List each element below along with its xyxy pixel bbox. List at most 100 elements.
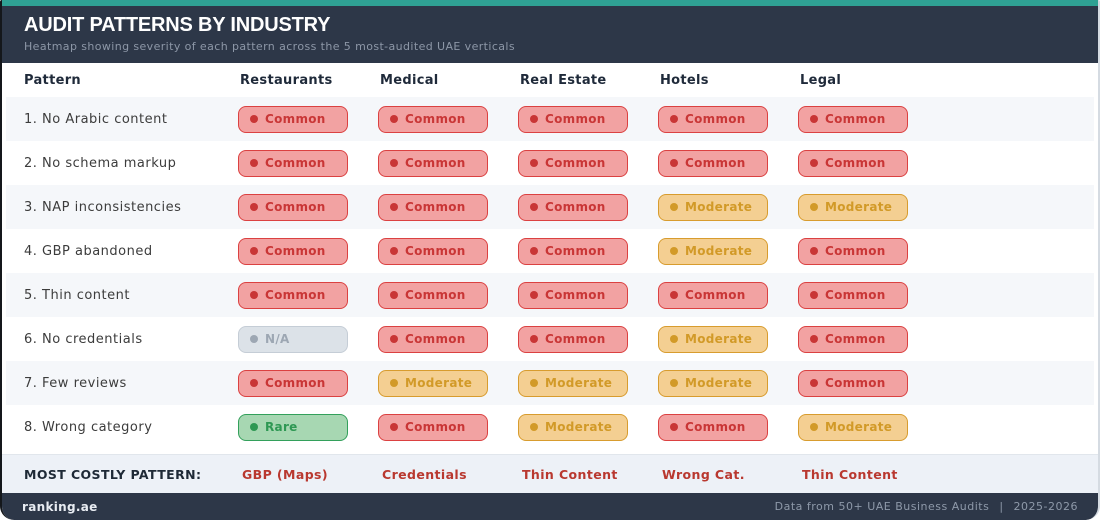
- severity-cell: Common: [518, 325, 658, 353]
- severity-cell: Common: [518, 149, 658, 177]
- column-header-medical: Medical: [380, 72, 439, 88]
- severity-badge: Common: [238, 105, 348, 133]
- severity-cell: Common: [378, 105, 518, 133]
- severity-badge: Moderate: [798, 193, 908, 221]
- severity-cell: Common: [238, 149, 378, 177]
- severity-label: Common: [545, 200, 606, 214]
- severity-dot-icon: [810, 159, 818, 167]
- severity-badge: Moderate: [658, 369, 768, 397]
- severity-dot-icon: [810, 115, 818, 123]
- severity-label: Common: [685, 288, 746, 302]
- severity-badge: Common: [518, 281, 628, 309]
- severity-cell: Common: [238, 193, 378, 221]
- severity-dot-icon: [670, 335, 678, 343]
- severity-cell: Common: [378, 413, 518, 441]
- severity-dot-icon: [390, 335, 398, 343]
- brand-label: ranking.ae: [22, 499, 98, 514]
- severity-cell: Common: [518, 193, 658, 221]
- severity-badge: Common: [518, 193, 628, 221]
- severity-cell: Common: [658, 105, 798, 133]
- severity-label: Moderate: [825, 200, 893, 214]
- severity-label: Common: [825, 244, 886, 258]
- severity-cell: Common: [238, 105, 378, 133]
- severity-dot-icon: [390, 423, 398, 431]
- severity-cell: Common: [238, 237, 378, 265]
- severity-cell: Common: [378, 281, 518, 309]
- severity-cell: Common: [798, 105, 938, 133]
- pattern-label: 5. Thin content: [24, 287, 130, 303]
- severity-badge: Common: [798, 281, 908, 309]
- header: AUDIT PATTERNS BY INDUSTRY Heatmap showi…: [2, 6, 1098, 63]
- severity-label: Moderate: [545, 376, 613, 390]
- pattern-label: 7. Few reviews: [24, 375, 127, 391]
- column-header-legal: Legal: [800, 72, 842, 88]
- severity-dot-icon: [810, 291, 818, 299]
- severity-cell: Moderate: [658, 369, 798, 397]
- table-row: 2. No schema markup Common Common Common…: [6, 141, 1094, 185]
- severity-label: Common: [825, 156, 886, 170]
- severity-dot-icon: [810, 423, 818, 431]
- severity-badge: Common: [378, 105, 488, 133]
- severity-badge: Common: [238, 237, 348, 265]
- severity-label: Moderate: [685, 244, 753, 258]
- severity-badge: Common: [238, 369, 348, 397]
- severity-label: Common: [265, 288, 326, 302]
- column-header-row: Pattern Restaurants Medical Real Estate …: [6, 63, 1094, 97]
- severity-badge: Common: [658, 105, 768, 133]
- severity-label: Common: [685, 156, 746, 170]
- severity-cell: Moderate: [658, 325, 798, 353]
- severity-badge: Common: [798, 325, 908, 353]
- severity-label: Moderate: [825, 420, 893, 434]
- severity-badge: Common: [518, 149, 628, 177]
- pattern-label: 1. No Arabic content: [24, 111, 168, 127]
- most-costly-real-estate: Thin Content: [522, 466, 618, 482]
- severity-cell: Common: [798, 369, 938, 397]
- severity-cell: N/A: [238, 325, 378, 353]
- most-costly-hotels: Wrong Cat.: [662, 466, 745, 482]
- severity-badge: Moderate: [798, 413, 908, 441]
- pattern-label: 6. No credentials: [24, 331, 143, 347]
- severity-dot-icon: [390, 379, 398, 387]
- severity-label: Common: [825, 376, 886, 390]
- severity-dot-icon: [530, 203, 538, 211]
- severity-label: Common: [545, 156, 606, 170]
- severity-cell: Common: [378, 149, 518, 177]
- severity-label: Moderate: [685, 200, 753, 214]
- severity-cell: Common: [798, 281, 938, 309]
- severity-label: Common: [405, 200, 466, 214]
- severity-dot-icon: [250, 379, 258, 387]
- severity-badge: Common: [378, 281, 488, 309]
- severity-label: Moderate: [685, 332, 753, 346]
- severity-dot-icon: [390, 115, 398, 123]
- severity-dot-icon: [670, 379, 678, 387]
- severity-dot-icon: [810, 203, 818, 211]
- severity-label: Moderate: [685, 376, 753, 390]
- severity-label: Common: [545, 332, 606, 346]
- severity-dot-icon: [250, 247, 258, 255]
- severity-dot-icon: [390, 203, 398, 211]
- severity-badge: Common: [518, 237, 628, 265]
- pattern-label: 4. GBP abandoned: [24, 243, 153, 259]
- column-header-restaurants: Restaurants: [240, 72, 333, 88]
- heatmap-body: 1. No Arabic content Common Common Commo…: [2, 97, 1098, 449]
- severity-label: N/A: [265, 332, 290, 346]
- severity-dot-icon: [530, 423, 538, 431]
- severity-label: Rare: [265, 420, 298, 434]
- footer-separator: |: [999, 500, 1004, 513]
- severity-badge: Common: [518, 325, 628, 353]
- severity-badge: Common: [238, 193, 348, 221]
- most-costly-row: MOST COSTLY PATTERN: GBP (Maps) Credenti…: [2, 454, 1098, 493]
- severity-label: Common: [265, 200, 326, 214]
- severity-badge: Common: [798, 369, 908, 397]
- severity-cell: Moderate: [518, 413, 658, 441]
- severity-badge: N/A: [238, 325, 348, 353]
- severity-label: Common: [545, 244, 606, 258]
- severity-label: Moderate: [545, 420, 613, 434]
- severity-label: Common: [545, 112, 606, 126]
- most-costly-medical: Credentials: [382, 466, 467, 482]
- severity-dot-icon: [670, 203, 678, 211]
- page-title: AUDIT PATTERNS BY INDUSTRY: [24, 14, 331, 36]
- severity-label: Common: [405, 244, 466, 258]
- severity-dot-icon: [250, 335, 258, 343]
- severity-dot-icon: [390, 159, 398, 167]
